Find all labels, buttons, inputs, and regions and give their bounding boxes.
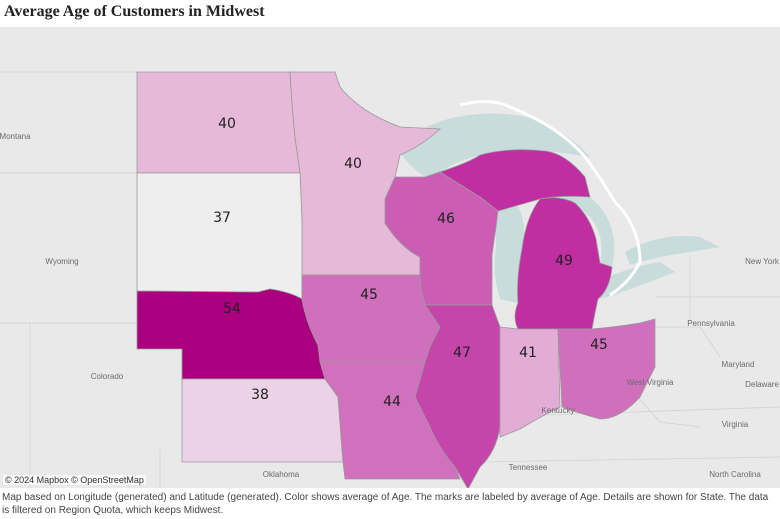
state-label-indiana: 41 [519,345,537,361]
basemap-borders [0,71,780,488]
state-label-ohio: 45 [590,337,608,353]
place-label: Colorado [91,372,124,381]
map-caption: Map based on Longitude (generated) and L… [2,492,769,516]
state-michigan-lower[interactable] [514,197,613,330]
place-label: Virginia [722,420,749,429]
state-label-south-dakota: 37 [213,210,231,226]
state-label-north-dakota: 40 [218,116,236,132]
place-label: North Carolina [709,470,761,479]
page-title: Average Age of Customers in Midwest [4,3,265,20]
place-label: Montana [0,132,31,141]
state-label-illinois: 47 [453,345,471,361]
place-label: New York [745,257,780,266]
state-label-minnesota: 40 [344,156,362,172]
water [395,113,720,303]
place-label: Wyoming [45,257,78,266]
place-label: Maryland [722,360,755,369]
state-label-missouri: 44 [383,394,401,410]
place-label: Tennessee [509,463,548,472]
place-label: Kentucky [542,406,575,415]
map-view[interactable]: Montana Wyoming Colorado Oklahoma Kentuc… [0,27,780,488]
map-attribution[interactable]: © 2024 Mapbox © OpenStreetMap [3,475,146,485]
place-label: West Virginia [627,378,674,387]
place-labels: Montana Wyoming Colorado Oklahoma Kentuc… [0,132,780,479]
state-label-wisconsin: 46 [437,211,455,227]
state-label-nebraska: 54 [223,301,241,317]
state-ohio[interactable] [557,318,656,420]
state-south-dakota[interactable] [136,172,303,300]
state-michigan-upper[interactable] [439,149,591,212]
state-label-kansas: 38 [251,387,269,403]
place-label: Oklahoma [263,470,300,479]
state-value-labels: 40 40 37 46 49 54 45 47 41 45 38 44 [213,116,608,410]
state-label-michigan: 49 [555,253,573,269]
canada-boundary [459,100,642,297]
state-missouri[interactable] [319,361,461,480]
place-label: Delaware [745,380,779,389]
state-shapes[interactable] [136,71,656,488]
place-label: Pennsylvania [687,319,735,328]
state-indiana[interactable] [499,326,561,438]
state-label-iowa: 45 [360,287,378,303]
